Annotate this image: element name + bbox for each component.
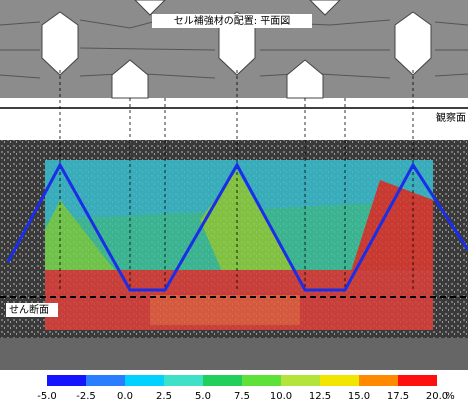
colorbar-unit: %: [445, 391, 455, 402]
colorbar-tick-label: 12.5: [309, 391, 331, 402]
colorbar-tick-label: 15.0: [348, 391, 370, 402]
colorbar-tick-label: 17.5: [387, 391, 409, 402]
colorbar-segment: [203, 375, 242, 386]
figure: セル補強材の配置: 平面図 観察面 せん断面 -5.0 -2.5 0.0 2.5 5.0…: [0, 0, 468, 406]
colorbar-tick-label: -2.5: [76, 391, 96, 402]
colorbar-segment: [359, 375, 398, 386]
observation-label: 観察面: [436, 111, 466, 124]
colorbar-tick-label: 2.5: [156, 391, 172, 402]
colorbar-segment: [398, 375, 437, 386]
colorbar-segment: [281, 375, 320, 386]
colorbar-tick-label: 10.0: [270, 391, 292, 402]
colorbar-segment: [164, 375, 203, 386]
colorbar-segment: [320, 375, 359, 386]
colorbar-tick-label: 0.0: [117, 391, 133, 402]
colorbar-segment: [242, 375, 281, 386]
plan-view: セル補強材の配置: 平面図: [0, 0, 468, 98]
colorbar-tick-label: 5.0: [195, 391, 211, 402]
shear-label: せん断面: [9, 303, 49, 316]
colorbar-segment: [47, 375, 86, 386]
colorbar-segment: [86, 375, 125, 386]
colorbar-tick-label: 7.5: [234, 391, 250, 402]
plan-title: セル補強材の配置: 平面図: [174, 14, 291, 27]
colorbar-segment: [125, 375, 164, 386]
colorbar-tick-label: -5.0: [37, 391, 57, 402]
